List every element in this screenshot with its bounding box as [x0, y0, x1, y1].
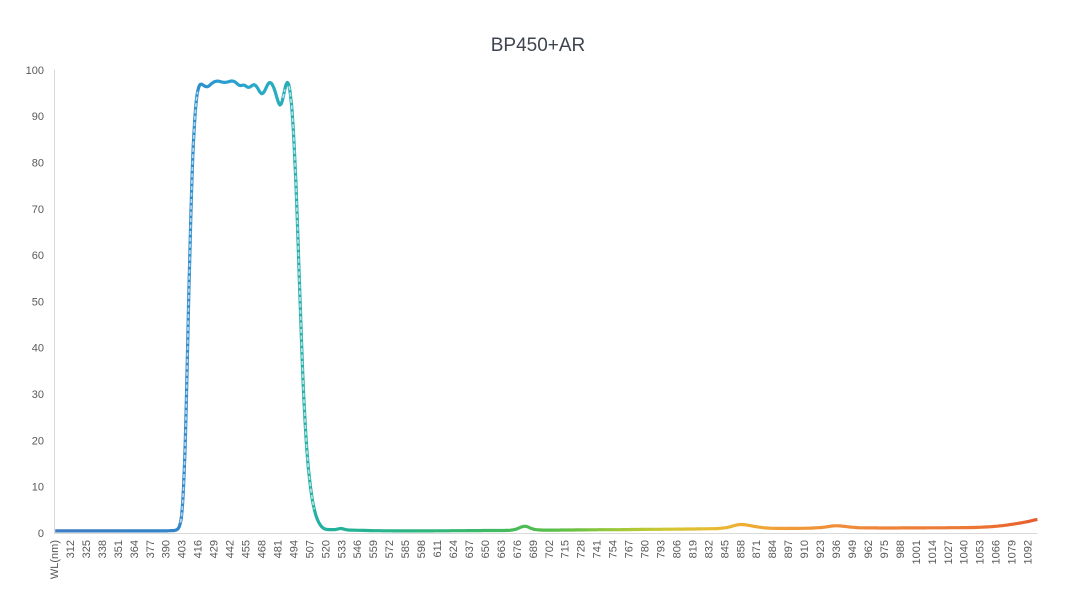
svg-text:1014: 1014: [927, 540, 939, 564]
svg-text:897: 897: [783, 540, 795, 558]
svg-text:10: 10: [32, 482, 44, 494]
svg-text:819: 819: [687, 540, 699, 558]
svg-text:611: 611: [432, 540, 444, 558]
svg-text:910: 910: [799, 540, 811, 558]
svg-text:533: 533: [336, 540, 348, 558]
svg-text:988: 988: [895, 540, 907, 558]
svg-text:975: 975: [879, 540, 891, 558]
svg-text:403: 403: [177, 540, 189, 558]
svg-text:858: 858: [735, 540, 747, 558]
svg-text:351: 351: [113, 540, 125, 558]
svg-text:30: 30: [32, 389, 44, 401]
svg-text:884: 884: [767, 540, 779, 558]
svg-text:871: 871: [751, 540, 763, 558]
svg-text:429: 429: [209, 540, 221, 558]
svg-text:806: 806: [671, 540, 683, 558]
svg-text:1053: 1053: [975, 540, 987, 564]
svg-text:689: 689: [528, 540, 540, 558]
svg-text:1079: 1079: [1007, 540, 1019, 564]
svg-text:100: 100: [26, 65, 44, 77]
svg-text:20: 20: [32, 435, 44, 447]
svg-text:390: 390: [161, 540, 173, 558]
svg-text:650: 650: [480, 540, 492, 558]
svg-text:507: 507: [304, 540, 316, 558]
svg-text:780: 780: [640, 540, 652, 558]
svg-text:1040: 1040: [959, 540, 971, 564]
svg-text:481: 481: [272, 540, 284, 558]
svg-text:741: 741: [592, 540, 604, 558]
svg-text:663: 663: [496, 540, 508, 558]
svg-text:70: 70: [32, 204, 44, 216]
svg-text:520: 520: [320, 540, 332, 558]
svg-text:377: 377: [145, 540, 157, 558]
svg-text:50: 50: [32, 296, 44, 308]
svg-text:1066: 1066: [991, 540, 1003, 564]
svg-text:80: 80: [32, 157, 44, 169]
svg-text:832: 832: [703, 540, 715, 558]
svg-text:325: 325: [81, 540, 93, 558]
svg-text:40: 40: [32, 343, 44, 355]
svg-text:767: 767: [624, 540, 636, 558]
svg-text:728: 728: [576, 540, 588, 558]
svg-text:715: 715: [560, 540, 572, 558]
svg-text:338: 338: [97, 540, 109, 558]
svg-text:962: 962: [863, 540, 875, 558]
svg-text:585: 585: [400, 540, 412, 558]
svg-text:442: 442: [225, 540, 237, 558]
svg-text:624: 624: [448, 540, 460, 558]
svg-text:468: 468: [257, 540, 269, 558]
svg-text:793: 793: [656, 540, 668, 558]
svg-text:0: 0: [38, 528, 44, 540]
svg-text:936: 936: [831, 540, 843, 558]
svg-text:1027: 1027: [943, 540, 955, 564]
svg-text:598: 598: [416, 540, 428, 558]
svg-text:416: 416: [193, 540, 205, 558]
svg-text:637: 637: [464, 540, 476, 558]
svg-text:572: 572: [384, 540, 396, 558]
svg-text:90: 90: [32, 111, 44, 123]
svg-text:702: 702: [544, 540, 556, 558]
svg-text:754: 754: [608, 540, 620, 558]
svg-text:559: 559: [368, 540, 380, 558]
svg-text:923: 923: [815, 540, 827, 558]
svg-text:BP450+AR: BP450+AR: [491, 35, 586, 56]
svg-text:1092: 1092: [1023, 540, 1035, 564]
svg-text:455: 455: [241, 540, 253, 558]
svg-text:845: 845: [719, 540, 731, 558]
svg-text:1001: 1001: [911, 540, 923, 564]
svg-text:494: 494: [288, 540, 300, 558]
svg-text:364: 364: [129, 540, 141, 558]
svg-text:WL(nm): WL(nm): [49, 540, 61, 579]
svg-text:546: 546: [352, 540, 364, 558]
svg-text:60: 60: [32, 250, 44, 262]
svg-text:676: 676: [512, 540, 524, 558]
svg-text:949: 949: [847, 540, 859, 558]
svg-text:312: 312: [65, 540, 77, 558]
